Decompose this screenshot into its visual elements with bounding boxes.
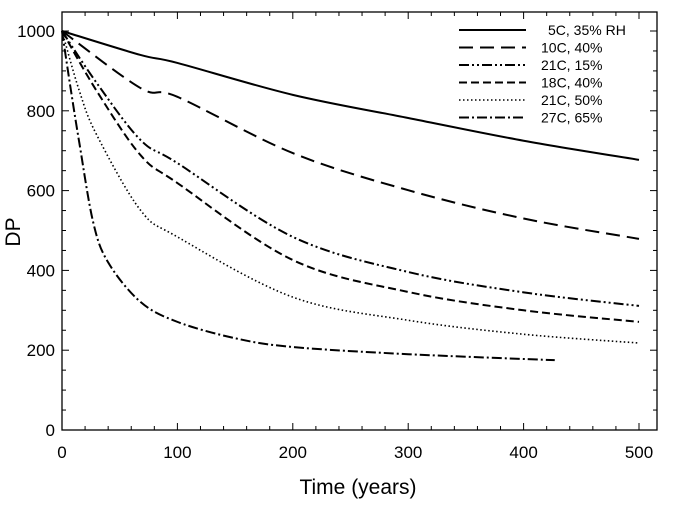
- x-axis-title: Time (years): [299, 476, 416, 499]
- legend-label-5: 27C, 65%: [541, 110, 602, 126]
- series-line-4: [61, 30, 640, 344]
- series-line-3: [61, 30, 640, 323]
- axis-ticks: [61, 12, 657, 431]
- x-tick-label: 0: [57, 443, 66, 462]
- legend-label-2: 21C, 15%: [541, 57, 602, 73]
- x-tick-label: 500: [625, 443, 653, 462]
- legend-label-3: 18C, 40%: [541, 75, 602, 91]
- y-tick-label: 200: [27, 341, 55, 360]
- y-tick-label: 0: [46, 421, 55, 440]
- x-tick-label: 300: [394, 443, 422, 462]
- axis-tick-labels: 0 100 200 300 400 500 0 200 400 600 800 1000: [17, 22, 653, 462]
- series-line-5: [61, 30, 555, 362]
- data-series: [61, 30, 640, 362]
- x-tick-label: 200: [279, 443, 307, 462]
- legend-label-1: 10C, 40%: [541, 40, 602, 56]
- y-axis-title: DP: [2, 217, 25, 246]
- legend-label-0: 5C, 35% RH: [548, 22, 626, 38]
- y-tick-label: 400: [27, 261, 55, 280]
- y-tick-label: 600: [27, 182, 55, 201]
- legend-label-4: 21C, 50%: [541, 92, 602, 108]
- y-tick-label: 1000: [17, 22, 55, 41]
- plot-border: [61, 11, 658, 431]
- series-line-2: [61, 30, 640, 307]
- series-line-1: [61, 30, 640, 240]
- plot-frame: [61, 11, 658, 431]
- x-tick-label: 400: [509, 443, 537, 462]
- legend: 5C, 35% RH 10C, 40%21C, 15% 18C, 40%21C, 5…: [459, 22, 626, 126]
- series-line-0: [61, 30, 640, 161]
- y-tick-label: 800: [27, 102, 55, 121]
- x-tick-label: 100: [163, 443, 191, 462]
